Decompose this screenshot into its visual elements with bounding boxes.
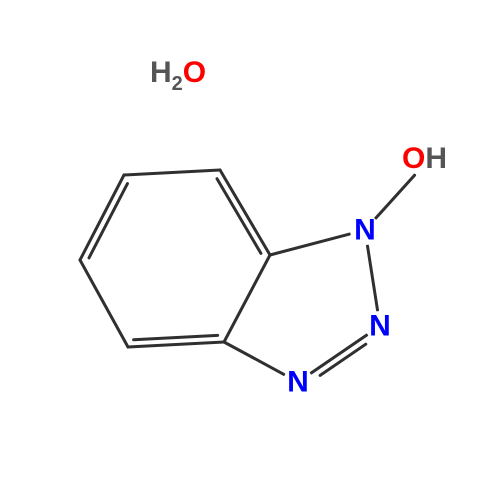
hydroxyl-label-part-0: O — [402, 142, 425, 175]
bond-n2-n3 — [311, 335, 367, 375]
text-labels-group: OHH2O — [150, 56, 447, 175]
water-hydrate-label-part-1: 2 — [172, 73, 183, 95]
hydroxyl-label-part-1: H — [425, 142, 447, 175]
bond-c5-c6 — [128, 335, 224, 347]
bond-c2-c3 — [124, 170, 220, 175]
molecule-diagram: NNNOHH2O — [0, 0, 500, 500]
bond-n1-o1 — [376, 175, 415, 218]
water-hydrate-label-part-0: H — [150, 56, 172, 89]
hydroxyl-label: OH — [402, 142, 447, 175]
water-hydrate-label: H2O — [150, 56, 206, 95]
bonds-group — [80, 170, 415, 375]
bond-c4-n1 — [270, 234, 350, 255]
bond-n3-c5 — [224, 342, 284, 374]
water-hydrate-label-part-2: O — [183, 56, 206, 89]
bond-c1-c2 — [80, 175, 127, 260]
bond-c4-c5 — [224, 255, 270, 342]
atom-label-n3: N — [287, 366, 309, 399]
bond-n1-n2 — [367, 246, 377, 310]
atom-label-n2: N — [369, 310, 391, 343]
atom-label-n1: N — [354, 214, 376, 247]
bond-c3-c4 — [217, 170, 270, 255]
bond-c6-c1 — [80, 260, 128, 347]
